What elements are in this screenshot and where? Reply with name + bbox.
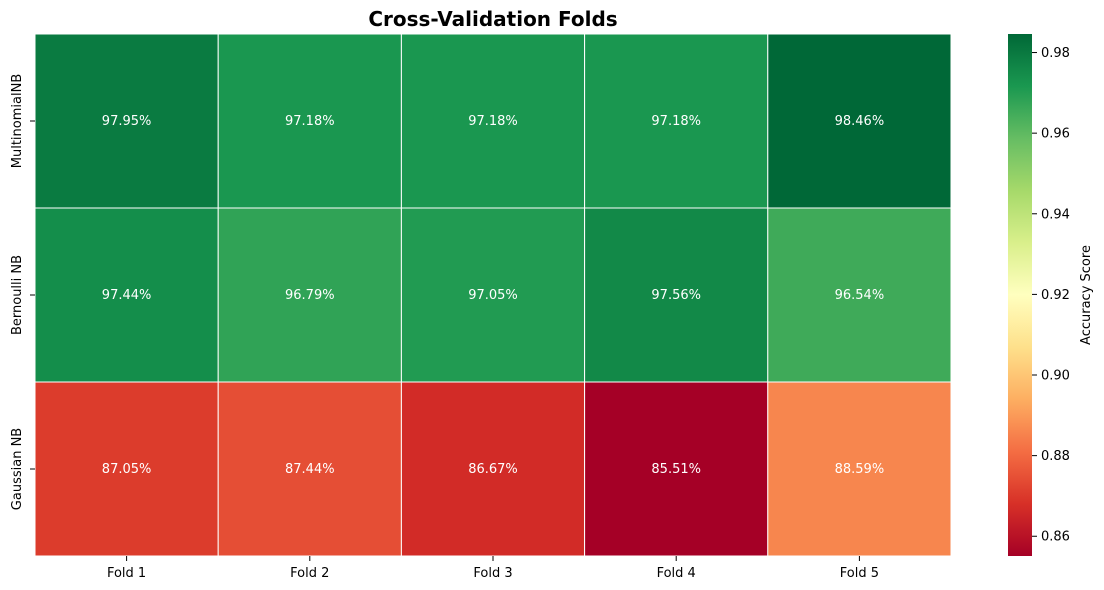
heatmap-cell bbox=[400, 33, 586, 209]
y-tick-label: MultinomialNB bbox=[10, 74, 25, 168]
x-tick-label: Fold 1 bbox=[107, 566, 146, 581]
cell-value-label: 88.59% bbox=[835, 462, 885, 477]
heatmap-cell bbox=[217, 207, 402, 383]
colorbar-tick-label: 0.98 bbox=[1041, 46, 1070, 61]
heatmap-cell bbox=[400, 207, 586, 383]
y-tick-label: Gaussian NB bbox=[10, 428, 25, 510]
cell-value-label: 97.18% bbox=[468, 114, 518, 129]
colorbar-label: Accuracy Score bbox=[1079, 245, 1094, 345]
x-tick-label: Fold 5 bbox=[840, 566, 879, 581]
x-tick-label: Fold 2 bbox=[290, 566, 329, 581]
cell-value-label: 86.67% bbox=[468, 462, 518, 477]
cell-value-label: 97.56% bbox=[651, 288, 701, 303]
cell-value-label: 87.05% bbox=[102, 462, 152, 477]
colorbar-gradient bbox=[1008, 34, 1032, 556]
heatmap-cell-labels: 97.95% 97.18% 97.18% 97.18% 98.46% 97.44% 96.7… bbox=[102, 114, 884, 477]
heatmap-cell bbox=[584, 33, 769, 209]
x-tick-label: Fold 3 bbox=[473, 566, 512, 581]
cell-value-label: 97.18% bbox=[285, 114, 335, 129]
heatmap-cell bbox=[767, 207, 952, 383]
colorbar-tick-label: 0.86 bbox=[1041, 530, 1070, 545]
y-axis: MultinomialNB Bernoulli NB Gaussian NB bbox=[10, 74, 35, 510]
cell-value-label: 98.46% bbox=[835, 114, 885, 129]
cell-value-label: 97.95% bbox=[102, 114, 152, 129]
heatmap-cell bbox=[767, 381, 952, 557]
heatmap-cell bbox=[584, 381, 769, 557]
heatmap-cell bbox=[34, 33, 219, 209]
colorbar-tick-label: 0.90 bbox=[1041, 369, 1070, 384]
x-axis: Fold 1 Fold 2 Fold 3 Fold 4 Fold 5 bbox=[107, 556, 879, 581]
colorbar-tick-label: 0.96 bbox=[1041, 127, 1070, 142]
colorbar: 0.86 0.88 0.90 0.92 0.94 0.96 0.98 bbox=[1008, 34, 1070, 556]
heatmap-cell bbox=[767, 33, 952, 209]
cell-value-label: 97.18% bbox=[651, 114, 701, 129]
heatmap-cell bbox=[217, 381, 402, 557]
heatmap-cells bbox=[34, 33, 952, 557]
colorbar-tick-label: 0.94 bbox=[1041, 207, 1070, 222]
colorbar-tick-label: 0.92 bbox=[1041, 288, 1070, 303]
heatmap-cell bbox=[400, 381, 586, 557]
cell-value-label: 96.79% bbox=[285, 288, 335, 303]
cell-value-label: 85.51% bbox=[651, 462, 701, 477]
x-tick-label: Fold 4 bbox=[657, 566, 696, 581]
colorbar-tick-label: 0.88 bbox=[1041, 449, 1070, 464]
heatmap-cell bbox=[217, 33, 402, 209]
cell-value-label: 97.05% bbox=[468, 288, 518, 303]
y-tick-label: Bernoulli NB bbox=[10, 255, 25, 335]
cell-value-label: 97.44% bbox=[102, 288, 152, 303]
chart-title: Cross-Validation Folds bbox=[368, 7, 617, 31]
cell-value-label: 96.54% bbox=[835, 288, 885, 303]
heatmap-cell bbox=[34, 207, 219, 383]
cell-value-label: 87.44% bbox=[285, 462, 335, 477]
